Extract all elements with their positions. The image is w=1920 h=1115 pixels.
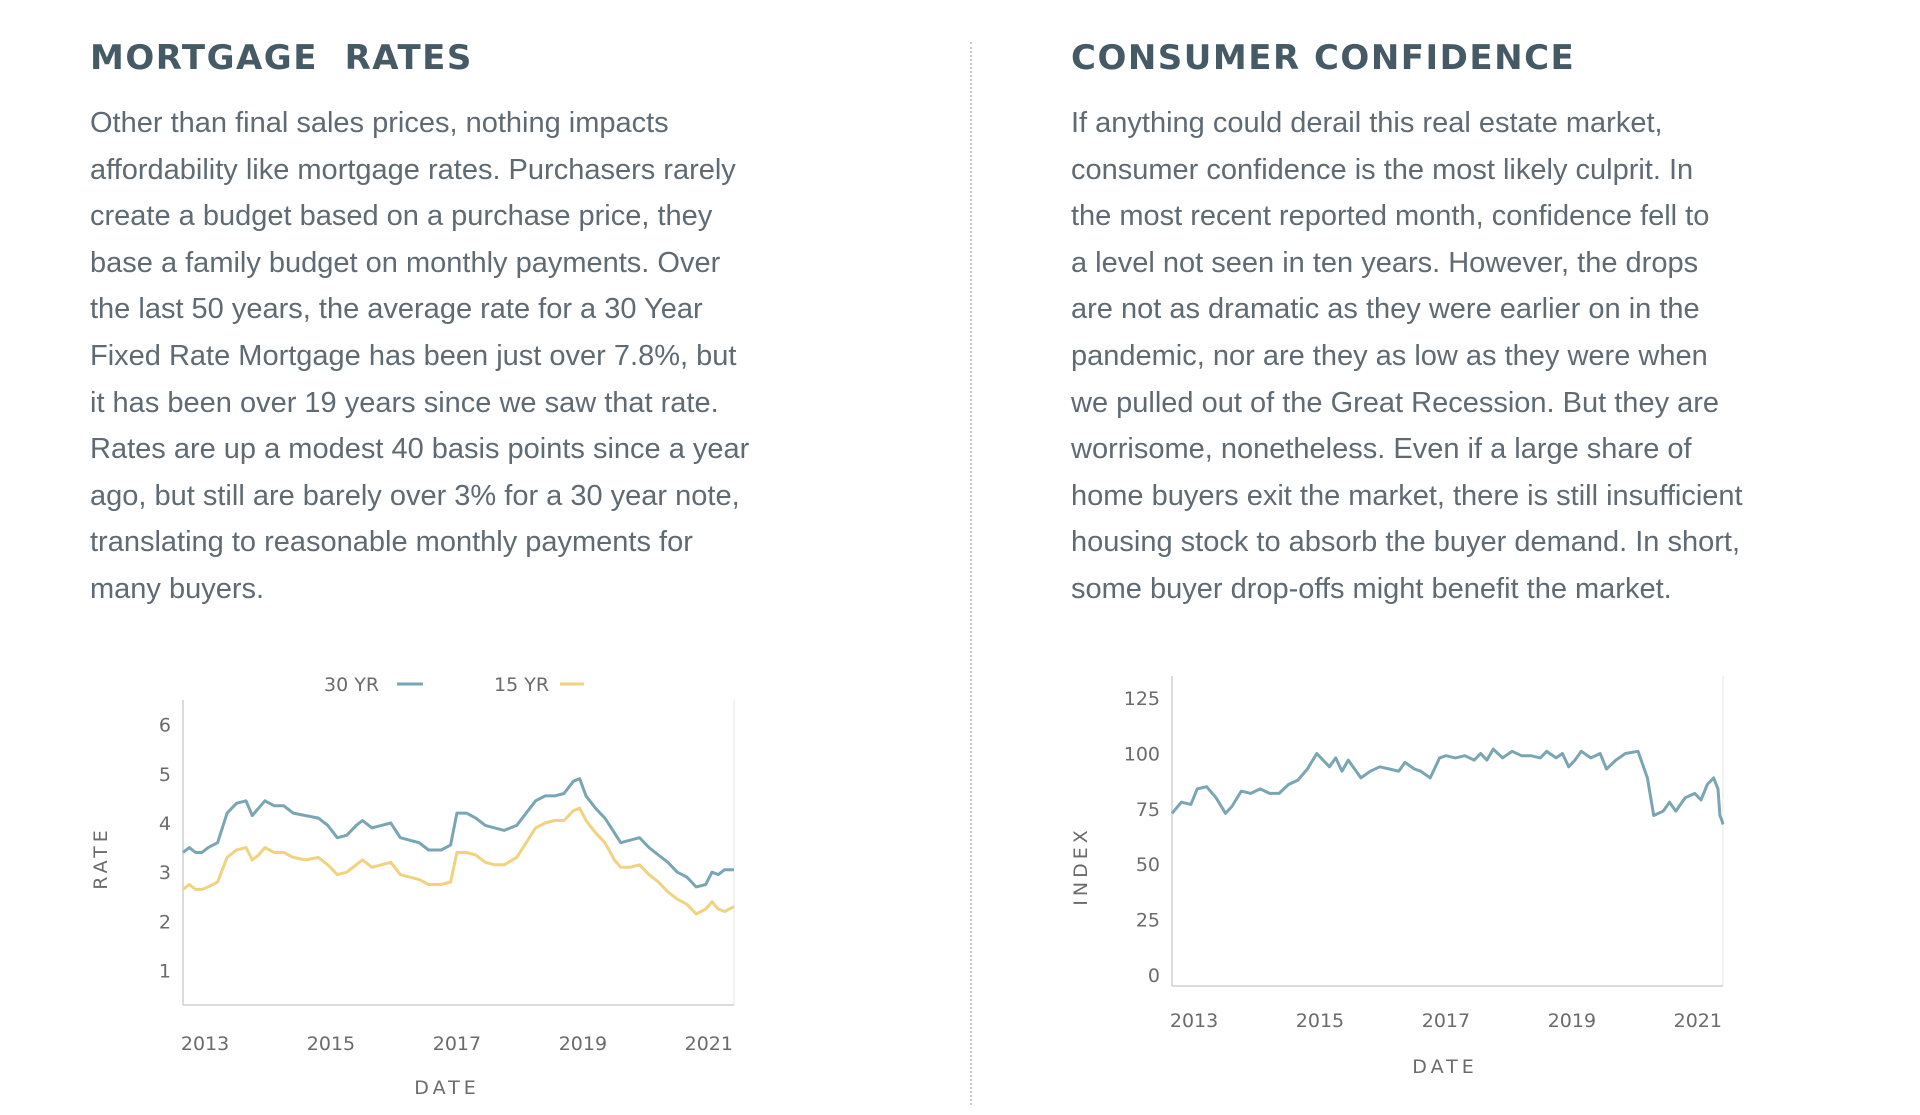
paragraph-line: home buyers exit the market, there is st… [1071,479,1743,512]
legend-label-15yr: 15 YR [494,674,549,696]
paragraph-line: are not as dramatic as they were earlier… [1071,293,1700,326]
y-tick-label: 3 [159,862,171,884]
paragraph-line: consumer confidence is the most likely c… [1071,153,1694,186]
x-tick-label: 2015 [1296,1010,1344,1032]
x-tick-label: 2013 [181,1033,229,1055]
y-axis-title: RATE [90,826,112,890]
x-tick-label: 2021 [1674,1010,1722,1032]
y-tick-label: 1 [159,961,171,983]
y-tick-label: 0 [1148,965,1160,987]
paragraph-line: it has been over 19 years since we saw t… [90,386,719,419]
x-tick-label: 2017 [433,1033,481,1055]
paragraph-line: many buyers. [90,572,265,605]
mortgage-rates-title: MORTGAGE RATES [90,38,473,78]
paragraph-line: housing stock to absorb the buyer demand… [1071,526,1741,559]
paragraph-line: pandemic, nor are they as low as they we… [1071,339,1708,372]
y-tick-label: 125 [1124,688,1160,710]
series-line-30yr [182,777,734,889]
y-tick-label: 2 [159,911,171,933]
y-tick-label: 100 [1124,744,1160,766]
paragraph-line: Other than final sales prices, nothing i… [90,107,669,139]
paragraph-line: the last 50 years, the average rate for … [90,293,703,326]
paragraph-line: we pulled out of the Great Recession. Bu… [1071,386,1720,419]
legend-label-30yr: 30 YR [324,674,379,696]
paragraph-line: create a budget based on a purchase pric… [90,200,713,233]
y-tick-label: 25 [1136,910,1160,932]
paragraph-line: translating to reasonable monthly paymen… [90,526,693,559]
x-tick-label: 2015 [307,1033,355,1055]
consumer-confidence-title: CONSUMER CONFIDENCE [1071,38,1576,78]
paragraph-line: Fixed Rate Mortgage has been just over 7… [90,339,737,372]
x-axis-title: DATE [414,1077,479,1099]
x-axis-title: DATE [1412,1056,1477,1078]
series-line-index [1170,747,1725,825]
x-tick-label: 2019 [559,1033,607,1055]
column-divider [970,42,972,1105]
y-tick-label: 4 [159,813,171,835]
y-tick-label: 50 [1136,854,1160,876]
mortgage-rates-paragraph: Other than final sales prices, nothing i… [90,100,850,613]
x-tick-label: 2013 [1170,1010,1218,1032]
y-tick-label: 75 [1136,799,1160,821]
consumer-confidence-section: CONSUMER CONFIDENCE If anything could de… [1071,38,1871,613]
y-axis-title: INDEX [1070,826,1092,905]
paragraph-line: base a family budget on monthly payments… [90,246,721,279]
paragraph-line: ago, but still are barely over 3% for a … [90,479,740,512]
mortgage-rates-section: MORTGAGE RATES Other than final sales pr… [90,38,850,613]
paragraph-line: Rates are up a modest 40 basis points si… [90,433,750,466]
paragraph-line: If anything could derail this real estat… [1071,107,1663,139]
paragraph-line: a level not seen in ten years. However, … [1071,246,1699,279]
y-tick-label: 5 [159,764,171,786]
series-line-15yr [182,806,735,916]
paragraph-line: affordability like mortgage rates. Purch… [90,153,736,186]
y-tick-label: 6 [159,715,171,737]
consumer-confidence-paragraph: If anything could derail this real estat… [1071,100,1871,613]
paragraph-line: worrisome, nonetheless. Even if a large … [1071,433,1692,466]
x-tick-label: 2019 [1548,1010,1596,1032]
paragraph-line: the most recent reported month, confiden… [1071,200,1710,233]
x-tick-label: 2017 [1422,1010,1470,1032]
paragraph-line: some buyer drop-offs might benefit the m… [1071,572,1672,605]
x-tick-label: 2021 [685,1033,733,1055]
legend: 30 YR 15 YR [324,674,584,696]
